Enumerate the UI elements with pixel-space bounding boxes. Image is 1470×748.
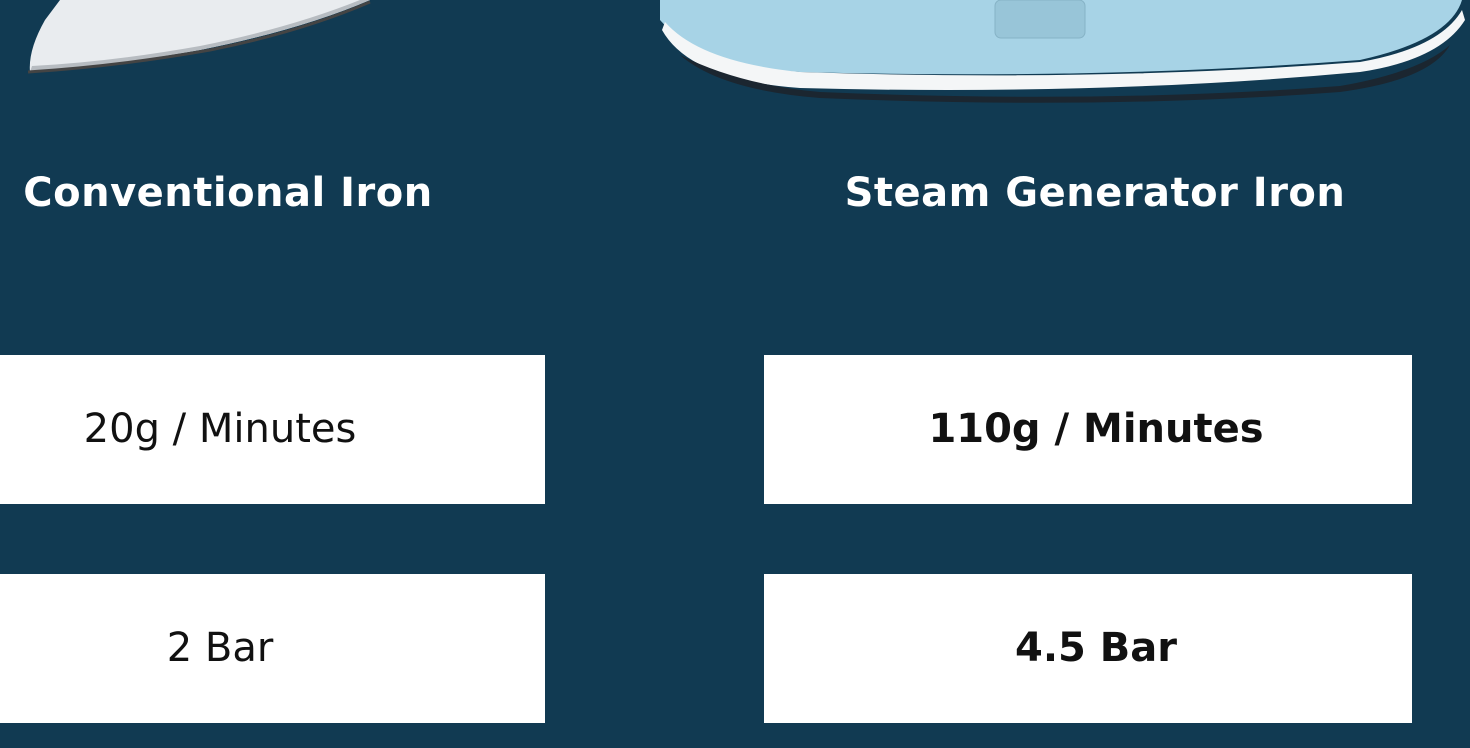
page: {"columns": [ {"title": "Conventional Ir…	[0, 0, 1470, 748]
spec-box: 2 Bar	[0, 574, 545, 723]
column-title: Steam Generator Iron	[764, 170, 1426, 216]
spec-value: 2 Bar	[0, 574, 440, 723]
spec-value: 20g / Minutes	[0, 355, 440, 504]
spec-box: 4.5 Bar	[764, 574, 1412, 723]
product-images	[0, 0, 1470, 110]
steam-generator-image	[660, 0, 1465, 103]
conventional-iron-image	[28, 0, 370, 72]
spec-box: 20g / Minutes	[0, 355, 545, 504]
column-title: Conventional Iron	[0, 170, 456, 216]
spec-value: 110g / Minutes	[764, 355, 1428, 504]
spec-value: 4.5 Bar	[764, 574, 1428, 723]
spec-box: 110g / Minutes	[764, 355, 1412, 504]
